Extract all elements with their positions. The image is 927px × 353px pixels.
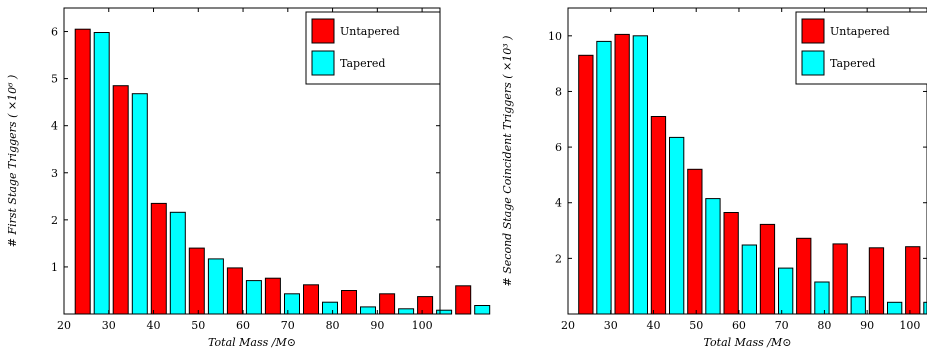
- y-tick-label: 6: [555, 141, 562, 154]
- x-tick-label: 20: [561, 319, 575, 332]
- y-tick-label: 2: [555, 252, 562, 265]
- bar-untapered-11: [455, 285, 472, 315]
- bar-tapered-4: [207, 258, 224, 315]
- y-tick-label: 4: [51, 120, 58, 133]
- bar-untapered-1: [74, 28, 91, 315]
- bar-tapered-8: [360, 306, 376, 315]
- bar-tapered-5: [245, 280, 262, 315]
- bar-untapered-4: [687, 168, 703, 315]
- y-tick-label: 8: [555, 85, 562, 98]
- legend-swatch-untapered: [801, 18, 825, 44]
- bar-untapered-9: [868, 247, 885, 315]
- legend-label-untapered: Untapered: [340, 25, 400, 38]
- legend-label-tapered: Tapered: [830, 57, 875, 70]
- x-tick-label: 90: [370, 319, 384, 332]
- x-tick-label: 50: [689, 319, 703, 332]
- bar-tapered-10: [436, 309, 453, 315]
- y-tick-label: 4: [555, 197, 562, 210]
- x-tick-label: 80: [326, 319, 340, 332]
- bar-untapered-4: [188, 247, 205, 315]
- chart-1: 20 30 40 50 60 70 80 90 100 1 2 3 4 5 6 Total Mass /M⊙ #…: [6, 7, 491, 349]
- plot-frame: [63, 7, 441, 315]
- bar-untapered-8: [341, 290, 357, 315]
- bar-untapered-3: [150, 202, 167, 315]
- y-axis-label: # First Stage Triggers ( ×10⁶ ): [6, 75, 19, 248]
- bar-tapered-4: [705, 198, 721, 315]
- x-tick-label: 90: [860, 319, 874, 332]
- x-tick-label: 80: [817, 319, 831, 332]
- x-tick-label: 70: [281, 319, 295, 332]
- x-tick-label: 40: [646, 319, 660, 332]
- bar-untapered-7: [796, 237, 812, 315]
- bar-tapered-11: [474, 305, 491, 315]
- bar-tapered-1: [93, 32, 110, 315]
- y-tick-label: 2: [51, 214, 58, 227]
- bar-untapered-6: [759, 223, 776, 315]
- x-axis-label: Total Mass /M⊙: [704, 336, 792, 349]
- bar-tapered-2: [632, 35, 649, 315]
- y-tick-label: 6: [51, 26, 58, 39]
- y-tick-label: 1: [51, 261, 58, 274]
- bar-untapered-3: [650, 116, 667, 315]
- legend: Untapered Tapered: [795, 11, 927, 85]
- bar-untapered-2: [614, 33, 630, 315]
- bar-tapered-6: [284, 293, 300, 315]
- legend-swatch-tapered: [801, 50, 825, 76]
- y-tick-label: 3: [51, 167, 58, 180]
- bar-untapered-5: [226, 267, 243, 315]
- bar-tapered-5: [741, 244, 758, 315]
- bar-tapered-1: [596, 40, 612, 315]
- bar-tapered-3: [169, 211, 186, 315]
- legend-label-tapered: Tapered: [340, 57, 385, 70]
- bar-untapered-10: [417, 296, 434, 315]
- x-tick-label: 40: [147, 319, 161, 332]
- bar-untapered-9: [379, 293, 396, 315]
- x-tick-label: 20: [57, 319, 71, 332]
- y-tick-label: 10: [548, 30, 562, 43]
- legend-label-untapered: Untapered: [830, 25, 890, 38]
- bar-tapered-7: [814, 281, 830, 315]
- bar-tapered-3: [669, 136, 685, 315]
- bar-tapered-9: [398, 308, 415, 315]
- x-tick-label: 30: [102, 319, 116, 332]
- x-tick-label: 60: [236, 319, 250, 332]
- x-tick-label: 50: [191, 319, 205, 332]
- plot-frame: [567, 7, 927, 315]
- bar-untapered-6: [264, 277, 281, 315]
- y-axis-label: # Second Stage Coincident Triggers ( ×10…: [501, 36, 514, 287]
- bar-tapered-9: [887, 301, 903, 315]
- x-tick-label: 60: [732, 319, 746, 332]
- bar-tapered-10: [923, 301, 927, 315]
- legend: Untapered Tapered: [305, 11, 441, 85]
- legend-swatch-untapered: [311, 18, 335, 44]
- y-tick-label: 5: [51, 73, 58, 86]
- bar-untapered-5: [723, 212, 739, 315]
- bar-tapered-2: [131, 93, 148, 315]
- x-tick-label: 100: [899, 319, 920, 332]
- chart-2: 20 30 40 50 60 70 80 90 100 2 4 6 8 10 Total Mass /M⊙ #…: [501, 7, 927, 349]
- bar-tapered-6: [778, 267, 794, 315]
- bar-untapered-2: [112, 85, 129, 315]
- x-tick-label: 100: [412, 319, 433, 332]
- x-axis-label: Total Mass /M⊙: [208, 336, 296, 349]
- bar-tapered-8: [850, 296, 866, 315]
- x-tick-label: 70: [775, 319, 789, 332]
- bar-untapered-8: [832, 243, 848, 315]
- bar-untapered-1: [578, 54, 594, 315]
- legend-swatch-tapered: [311, 50, 335, 76]
- bar-untapered-7: [303, 284, 319, 315]
- bar-untapered-10: [905, 246, 921, 315]
- bar-tapered-7: [322, 301, 338, 315]
- x-tick-label: 30: [604, 319, 618, 332]
